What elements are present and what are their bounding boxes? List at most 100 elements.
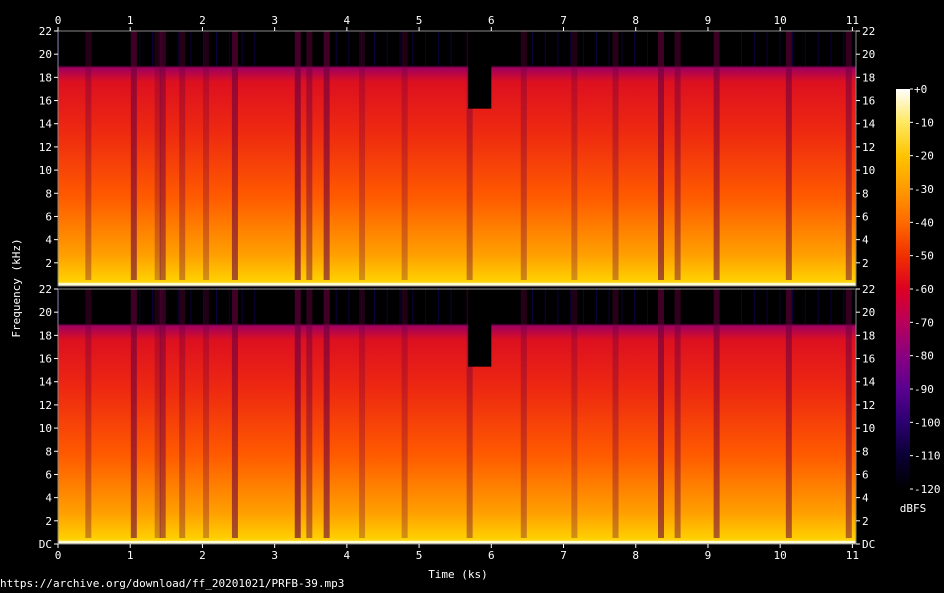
dropout-mark — [571, 289, 578, 538]
x-tick-label: 10 — [774, 14, 787, 27]
hf-streak — [437, 289, 439, 324]
y-tick-label: 16 — [39, 353, 52, 366]
y-tick-label: DC — [39, 538, 52, 551]
hf-streak — [373, 31, 375, 66]
dropout-mark — [231, 31, 238, 280]
dropout-mark — [612, 289, 619, 538]
hf-streak — [348, 289, 350, 324]
y-tick-label: 10 — [862, 164, 875, 177]
hf-streak — [437, 31, 439, 66]
hf-streak — [817, 31, 819, 66]
hf-streak — [386, 289, 388, 324]
y-tick-label: 8 — [862, 445, 869, 458]
hf-streak — [792, 289, 794, 324]
dropout-mark — [154, 31, 161, 280]
colorbar-tick-label: -10 — [914, 116, 934, 129]
colorbar-tick-label: -70 — [914, 316, 934, 329]
hf-streak — [425, 289, 427, 324]
dropout-mark — [845, 289, 852, 538]
cutoff-notch — [468, 31, 492, 109]
x-tick-label: 1 — [127, 14, 134, 27]
dropout-mark — [571, 31, 578, 280]
x-tick-label: 7 — [560, 549, 567, 562]
dropout-mark — [294, 31, 301, 280]
hf-streak — [792, 31, 794, 66]
dropout-mark — [203, 289, 210, 538]
y-tick-label: 8 — [45, 187, 52, 200]
x-tick-label: 8 — [632, 549, 639, 562]
dropout-mark — [658, 31, 665, 280]
y-tick-label: 4 — [862, 234, 869, 247]
hf-streak — [830, 289, 832, 324]
dropout-mark — [612, 31, 619, 280]
y-tick-label: 2 — [862, 257, 869, 270]
dc-band — [58, 541, 856, 544]
y-tick-label: 4 — [862, 492, 869, 505]
colorbar-scale — [896, 89, 910, 489]
y-axis-label: Frequency (kHz) — [10, 238, 23, 337]
panel-frame — [57, 288, 857, 545]
dropout-mark — [130, 31, 137, 280]
hf-streak — [177, 31, 179, 66]
x-tick-label: 6 — [488, 549, 495, 562]
dropout-mark — [203, 31, 210, 280]
hf-streak — [646, 289, 648, 324]
x-tick-label: 3 — [271, 14, 278, 27]
x-tick-label: 5 — [416, 549, 423, 562]
y-tick-label: 16 — [862, 353, 875, 366]
hf-streak — [241, 31, 243, 66]
y-tick-label: 18 — [39, 329, 52, 342]
dropout-mark — [845, 31, 852, 280]
dropout-mark — [466, 289, 473, 538]
y-tick-label: 8 — [45, 445, 52, 458]
hf-streak — [228, 289, 230, 324]
hf-streak — [804, 289, 806, 324]
dropout-mark — [713, 31, 720, 280]
x-tick-label: 0 — [55, 549, 62, 562]
colorbar-tick-label: -80 — [914, 350, 934, 363]
y-tick-label: 14 — [862, 118, 876, 131]
colorbar-label: dBFS — [900, 502, 927, 515]
colorbar-tick-label: -20 — [914, 150, 934, 163]
hf-streak — [634, 31, 636, 66]
y-tick-label: 16 — [862, 95, 875, 108]
dropout-mark — [85, 31, 92, 280]
y-tick-label: 2 — [45, 257, 52, 270]
x-tick-label: 7 — [560, 14, 567, 27]
hf-streak — [570, 289, 572, 324]
hf-streak — [608, 289, 610, 324]
hf-streak — [228, 31, 230, 66]
colorbar-tick-label: -120 — [914, 483, 941, 496]
hf-streak — [190, 31, 192, 66]
hf-streak — [817, 289, 819, 324]
spectrum-fill — [58, 31, 856, 286]
spectrum-fill — [58, 289, 856, 544]
hf-streak — [843, 31, 845, 66]
hf-streak — [557, 289, 559, 324]
y-tick-label: 18 — [862, 329, 875, 342]
hf-streak — [152, 289, 154, 324]
dropout-mark — [785, 31, 792, 280]
y-tick-label: 4 — [45, 234, 52, 247]
hf-streak — [557, 31, 559, 66]
x-tick-label: 6 — [488, 14, 495, 27]
y-tick-label: 10 — [862, 422, 875, 435]
dropout-mark — [466, 31, 473, 280]
hf-streak — [741, 289, 743, 324]
colorbar-tick-label: -40 — [914, 216, 934, 229]
dropout-mark — [520, 31, 527, 280]
y-tick-label: 6 — [862, 468, 869, 481]
y-tick-label: 18 — [39, 71, 52, 84]
hf-streak — [621, 289, 623, 324]
y-tick-label: 12 — [39, 399, 52, 412]
y-tick-label: 14 — [39, 376, 53, 389]
colorbar-tick-label: +0 — [914, 83, 927, 96]
y-tick-label: 12 — [39, 141, 52, 154]
colorbar-tick-label: -50 — [914, 250, 934, 263]
dropout-mark — [359, 31, 366, 280]
hf-streak — [139, 289, 141, 324]
hf-streak — [583, 31, 585, 66]
dropout-mark — [130, 289, 137, 538]
hf-streak — [646, 31, 648, 66]
dropout-mark — [179, 31, 186, 280]
